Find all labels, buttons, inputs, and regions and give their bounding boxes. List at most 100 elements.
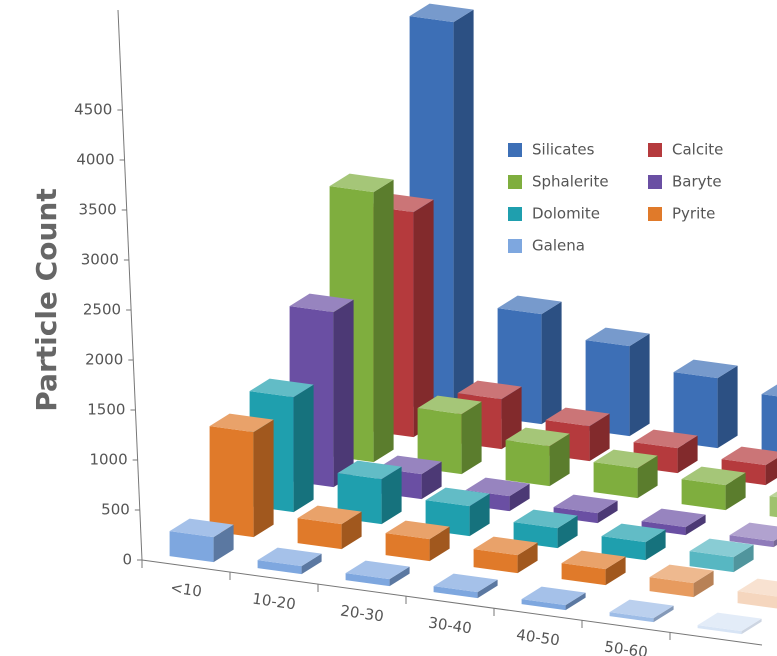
bar-top xyxy=(337,460,402,480)
y-tick-label: 0 xyxy=(122,551,132,569)
bar-top xyxy=(721,446,777,466)
bar xyxy=(553,494,618,524)
bar-top xyxy=(409,3,474,23)
bar xyxy=(681,466,746,511)
bar-side xyxy=(293,384,314,513)
bar-front xyxy=(641,521,686,536)
bar-side xyxy=(765,458,777,486)
bar-side xyxy=(637,455,658,499)
bar xyxy=(521,586,586,611)
bar-front xyxy=(649,577,694,598)
bar-top xyxy=(561,550,626,570)
bar-front xyxy=(681,479,726,511)
bar-top xyxy=(673,359,738,379)
bar-side xyxy=(605,556,626,586)
bar xyxy=(209,413,274,538)
bar-side xyxy=(541,301,562,425)
bar-front xyxy=(473,549,518,574)
bar-side xyxy=(733,544,754,573)
bar-top xyxy=(433,573,498,593)
bar-top xyxy=(249,378,314,398)
bar-top xyxy=(585,327,650,347)
bar-side xyxy=(597,500,618,524)
bar-front xyxy=(505,440,550,487)
bar-front xyxy=(697,625,742,635)
bar-top xyxy=(505,427,570,447)
bar-side xyxy=(389,566,410,587)
bar-top xyxy=(761,384,777,397)
bar-front xyxy=(761,394,777,457)
bars xyxy=(169,3,777,635)
x-tick-label: 50-60 xyxy=(603,638,649,656)
bar-top xyxy=(601,523,666,543)
bar-front xyxy=(593,462,638,499)
bar xyxy=(473,536,538,574)
bar-side xyxy=(373,179,394,463)
bar xyxy=(769,491,777,518)
bar xyxy=(737,578,777,609)
bar xyxy=(729,522,777,548)
x-tick-label: 10-20 xyxy=(251,590,297,614)
bar-top xyxy=(345,560,410,580)
legend-label: Silicates xyxy=(532,141,595,159)
bar xyxy=(561,550,626,586)
bar-top xyxy=(681,466,746,486)
y-tick-label: 2000 xyxy=(85,351,123,369)
y-tick-label: 3000 xyxy=(81,251,119,269)
bar-top xyxy=(729,522,777,542)
bar-top xyxy=(417,395,482,415)
bar-top xyxy=(553,494,618,514)
bar-top xyxy=(457,380,522,400)
y-tick-label: 1000 xyxy=(89,451,127,469)
bar-front xyxy=(297,518,342,550)
bar xyxy=(601,523,666,561)
bar-top xyxy=(609,599,674,619)
bar xyxy=(689,538,754,573)
bar-front xyxy=(345,573,390,587)
bar-top xyxy=(257,547,322,567)
y-axis-title: Particle Count xyxy=(30,188,63,411)
bar-front xyxy=(561,563,606,586)
bar-top xyxy=(297,505,362,525)
y-tick-label: 4500 xyxy=(74,101,112,119)
x-tick-label: <10 xyxy=(169,578,203,600)
bar xyxy=(761,384,777,457)
bar-top xyxy=(641,508,706,528)
bar-side xyxy=(693,570,714,598)
bar-side xyxy=(341,511,362,550)
legend-swatch xyxy=(508,143,522,157)
legend-label: Dolomite xyxy=(532,205,600,223)
legend-swatch xyxy=(508,175,522,189)
bar xyxy=(385,520,450,562)
bar-top xyxy=(689,538,754,558)
bar-top xyxy=(633,429,698,449)
bar-top xyxy=(425,487,490,507)
bar-side xyxy=(301,553,322,575)
bar xyxy=(297,505,362,550)
y-tick-label: 1500 xyxy=(87,401,125,419)
legend-label: Calcite xyxy=(672,141,723,159)
legend-swatch xyxy=(648,175,662,189)
bar-front xyxy=(729,535,774,548)
bar-side xyxy=(645,529,666,561)
bar xyxy=(609,599,674,623)
bar-side xyxy=(717,365,738,449)
legend-swatch xyxy=(648,207,662,221)
bar xyxy=(345,560,410,587)
bar-front xyxy=(609,612,654,623)
bar-side xyxy=(741,618,762,635)
bar-side xyxy=(773,539,777,548)
bar-side xyxy=(429,526,450,562)
bar-top xyxy=(385,520,450,540)
x-tick-label: 40-50 xyxy=(515,626,561,650)
bar xyxy=(545,407,610,462)
x-tick-label: 20-30 xyxy=(339,602,385,626)
bar-front xyxy=(169,531,214,563)
y-tick-label: 500 xyxy=(101,501,130,519)
y-tick-label: 2500 xyxy=(83,301,121,319)
bar-top xyxy=(169,518,234,538)
legend-label: Sphalerite xyxy=(532,173,609,191)
legend-swatch xyxy=(508,207,522,221)
bar-top xyxy=(513,509,578,529)
